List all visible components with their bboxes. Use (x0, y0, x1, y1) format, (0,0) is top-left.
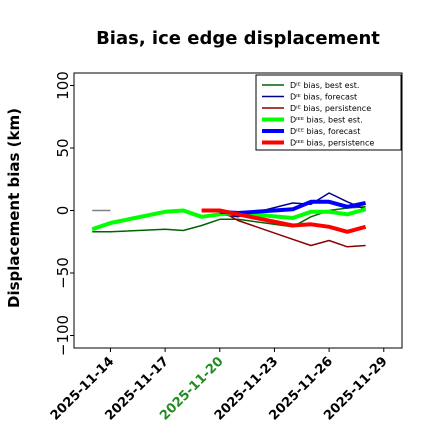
series-line-0 (92, 206, 366, 233)
legend-box (255, 74, 402, 151)
series-line-5 (201, 208, 367, 234)
legend-label: Dᴵᴱᴱ bias, best est. (290, 116, 363, 125)
plot-lines (91, 192, 367, 248)
x-ticks: 2025-11-142025-11-172025-11-202025-11-23… (48, 348, 391, 424)
y-tick-label: −100 (54, 315, 72, 356)
legend-label: Dᴵᴱᴱ bias, forecast (290, 127, 360, 136)
legend-label: Dᴵᴱ bias, persistence (290, 104, 371, 113)
series-line-1 (219, 192, 366, 218)
y-axis-label: Displacement bias (km) (5, 108, 23, 308)
legend-label: Dᴵᴱ bias, best est. (290, 81, 359, 90)
y-tick-label: 0 (54, 206, 72, 216)
y-tick-label: −50 (54, 257, 72, 289)
chart-title: Bias, ice edge displacement (96, 28, 380, 49)
y-tick-label: 50 (54, 138, 72, 157)
y-ticks: −100 −50 0 50 100 (54, 71, 74, 356)
legend-label: Dᴵᴱᴱ bias, persistence (290, 139, 374, 148)
y-tick-label: 100 (54, 71, 72, 100)
legend: Dᴵᴱ bias, best est. Dᴵᴱ bias, forecast Dᴵᴱ… (255, 74, 402, 151)
legend-label: Dᴵᴱ bias, forecast (290, 93, 357, 102)
series-line-2 (219, 209, 366, 248)
